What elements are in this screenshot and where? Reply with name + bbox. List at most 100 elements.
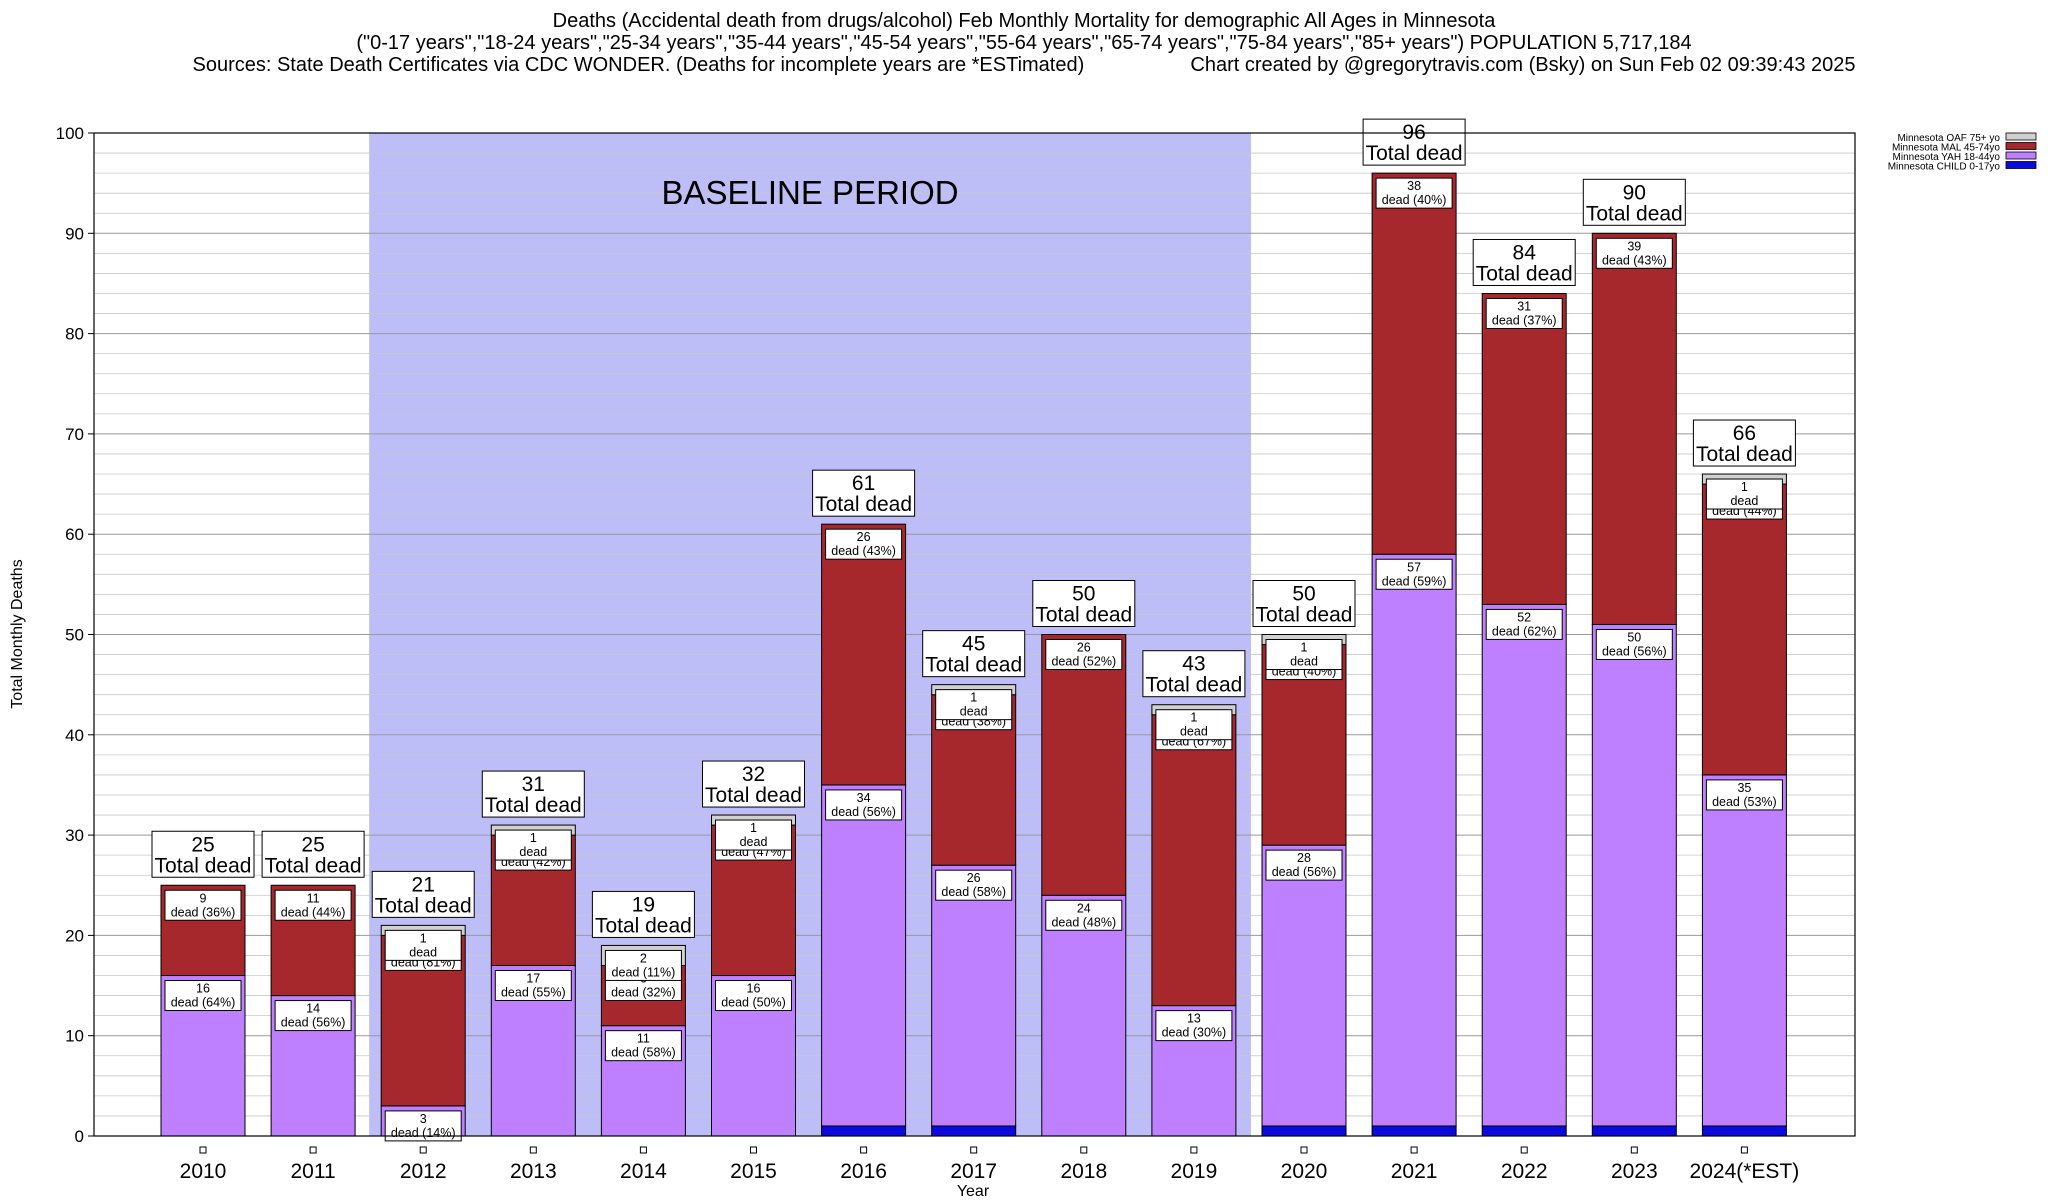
legend-entry-label: Minnesota CHILD 0-17yo xyxy=(1888,162,2001,173)
total-label-box xyxy=(261,830,365,878)
bar-segment xyxy=(931,1125,1017,1137)
x-tick-marker xyxy=(1410,1146,1418,1154)
total-value-label: 50 xyxy=(1072,583,1095,606)
segment-value-label: 1 xyxy=(1741,480,1748,494)
x-tick-label: 2018 xyxy=(1060,1160,1107,1183)
segment-pct-label: dead xyxy=(519,845,547,859)
segment-pct-label: dead (44%) xyxy=(281,905,346,919)
x-tick-label: 2015 xyxy=(730,1160,777,1183)
segment-label-box xyxy=(825,789,903,821)
bar-segment xyxy=(1261,844,1347,1127)
total-value-label: 84 xyxy=(1513,241,1537,264)
y-axis-label: Total Monthly Deaths xyxy=(9,559,26,708)
total-value-label: 90 xyxy=(1623,181,1646,204)
segment-label-box xyxy=(164,980,242,1012)
total-value-label: 31 xyxy=(522,773,545,796)
segment-value-label: 2 xyxy=(640,951,647,965)
segment-value-label: 39 xyxy=(1627,239,1641,253)
bar-segment xyxy=(1041,894,1127,1137)
total-label-box xyxy=(812,469,916,517)
segment-label-box xyxy=(1485,608,1563,640)
chart-sources-line: Sources: State Death Certificates via CD… xyxy=(0,54,2048,76)
y-tick-label: 20 xyxy=(65,926,84,945)
x-tick-marker xyxy=(309,1146,317,1154)
x-tick-marker xyxy=(860,1146,868,1154)
total-dead-label: Total dead xyxy=(1145,674,1242,697)
segment-value-label: 14 xyxy=(306,1002,320,1016)
x-tick-label: 2014 xyxy=(620,1160,667,1183)
total-value-label: 21 xyxy=(412,873,435,896)
total-label-box xyxy=(1362,118,1466,166)
segment-pct-label: dead xyxy=(409,945,437,959)
segment-pct-label: dead (14%) xyxy=(391,1126,456,1140)
x-tick-label: 2019 xyxy=(1171,1160,1218,1183)
bar-segment xyxy=(1371,1125,1457,1137)
segment-pct-label: dead (56%) xyxy=(1602,644,1667,658)
bar-segment xyxy=(821,784,907,1127)
segment-pct-label: dead xyxy=(960,705,988,719)
bar-segment xyxy=(1591,1125,1677,1137)
segment-pct-label: dead xyxy=(1730,494,1758,508)
total-label-box xyxy=(371,870,475,918)
segment-pct-label: dead (50%) xyxy=(721,996,786,1010)
x-tick-label: 2022 xyxy=(1501,1160,1548,1183)
segment-label-box xyxy=(1155,709,1233,741)
segment-value-label: 1 xyxy=(420,931,427,945)
segment-label-box xyxy=(1375,177,1453,209)
total-dead-label: Total dead xyxy=(595,914,692,937)
total-dead-label: Total dead xyxy=(1035,604,1132,627)
segment-label-box xyxy=(1045,899,1123,931)
segment-value-label: 1 xyxy=(530,831,537,845)
total-label-box xyxy=(922,630,1026,678)
segment-pct-label: dead (30%) xyxy=(1162,1026,1227,1040)
segment-pct-label: dead (37%) xyxy=(1492,313,1557,327)
legend-swatch xyxy=(2005,151,2037,160)
total-value-label: 66 xyxy=(1733,422,1756,445)
segment-value-label: 3 xyxy=(420,1112,427,1126)
x-tick-label: 2013 xyxy=(510,1160,557,1183)
segment-value-label: 16 xyxy=(747,982,761,996)
bar-segment xyxy=(1701,1125,1787,1137)
segment-value-label: 26 xyxy=(857,530,871,544)
segment-value-label: 34 xyxy=(857,791,871,805)
segment-label-box xyxy=(274,1000,352,1032)
y-tick-label: 90 xyxy=(65,224,84,243)
segment-pct-label: dead (52%) xyxy=(1051,655,1116,669)
total-label-box xyxy=(481,770,585,818)
segment-pct-label: dead (58%) xyxy=(611,1046,676,1060)
total-dead-label: Total dead xyxy=(1256,604,1353,627)
total-label-box xyxy=(1142,650,1246,698)
total-dead-label: Total dead xyxy=(485,794,582,817)
bar-segment xyxy=(1591,623,1677,1127)
segment-label-box xyxy=(825,528,903,560)
x-tick-marker xyxy=(1190,1146,1198,1154)
total-value-label: 25 xyxy=(301,833,324,856)
segment-pct-label: dead xyxy=(1180,725,1208,739)
bar-segment xyxy=(1481,292,1567,605)
segment-value-label: 57 xyxy=(1407,560,1421,574)
segment-value-label: 52 xyxy=(1517,610,1531,624)
x-tick-label: 2021 xyxy=(1391,1160,1438,1183)
bar-segment xyxy=(1041,634,1127,896)
segment-label-box xyxy=(1595,628,1673,660)
total-dead-label: Total dead xyxy=(1696,443,1793,466)
segment-pct-label: dead (56%) xyxy=(831,805,896,819)
x-tick-marker xyxy=(419,1146,427,1154)
x-tick-marker xyxy=(970,1146,978,1154)
segment-value-label: 26 xyxy=(1077,641,1091,655)
total-label-box xyxy=(702,760,805,808)
total-dead-label: Total dead xyxy=(1476,262,1573,285)
segment-pct-label: dead (43%) xyxy=(1602,253,1667,267)
total-value-label: 25 xyxy=(191,833,214,856)
segment-label-box xyxy=(494,969,572,1001)
segment-value-label: 1 xyxy=(1190,711,1197,725)
bar-segment xyxy=(1591,232,1677,625)
total-label-box xyxy=(1472,238,1576,286)
segment-label-box xyxy=(715,980,792,1012)
legend-entry-label: Minnesota OAF 75+ yo xyxy=(1897,133,2000,144)
segment-value-label: 9 xyxy=(200,891,207,905)
legend-swatch xyxy=(2005,142,2037,150)
x-tick-marker xyxy=(1080,1146,1088,1154)
total-label-box xyxy=(1582,178,1686,226)
